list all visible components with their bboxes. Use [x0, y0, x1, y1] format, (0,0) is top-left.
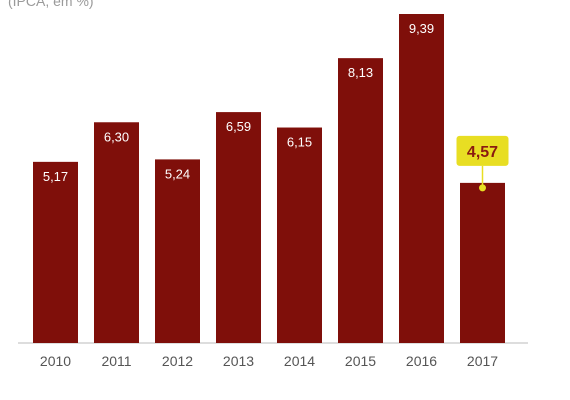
x-tick-label-2012: 2012 [162, 353, 193, 369]
bar-2016 [399, 14, 444, 343]
bar-2011 [94, 122, 139, 344]
data-label-2015: 8,13 [348, 65, 373, 80]
data-label-2011: 6,30 [104, 129, 129, 144]
chart-subtitle: (IPCA, em %) [8, 0, 94, 9]
bar-2012 [155, 159, 200, 343]
highlight-callout-dot [479, 184, 486, 192]
data-label-2017: 4,57 [467, 144, 498, 161]
data-label-2016: 9,39 [409, 21, 434, 36]
data-label-2010: 5,17 [43, 169, 68, 184]
bar-2015 [338, 58, 383, 343]
bar-2014 [277, 127, 322, 343]
bar-2017 [460, 182, 505, 343]
data-label-2014: 6,15 [287, 135, 312, 150]
highlight-callout-box [456, 135, 509, 166]
x-tick-label-2015: 2015 [345, 353, 376, 369]
data-label-2013: 6,59 [226, 119, 251, 134]
bar-2010 [33, 161, 78, 343]
x-tick-label-2013: 2013 [223, 353, 254, 369]
x-tick-label-2017: 2017 [467, 353, 498, 369]
bar-2013 [216, 112, 261, 343]
data-label-2012: 5,24 [165, 166, 190, 181]
x-tick-label-2011: 2011 [101, 353, 131, 369]
x-tick-label-2016: 2016 [406, 353, 437, 369]
x-tick-label-2010: 2010 [40, 353, 71, 369]
x-tick-label-2014: 2014 [284, 353, 315, 369]
